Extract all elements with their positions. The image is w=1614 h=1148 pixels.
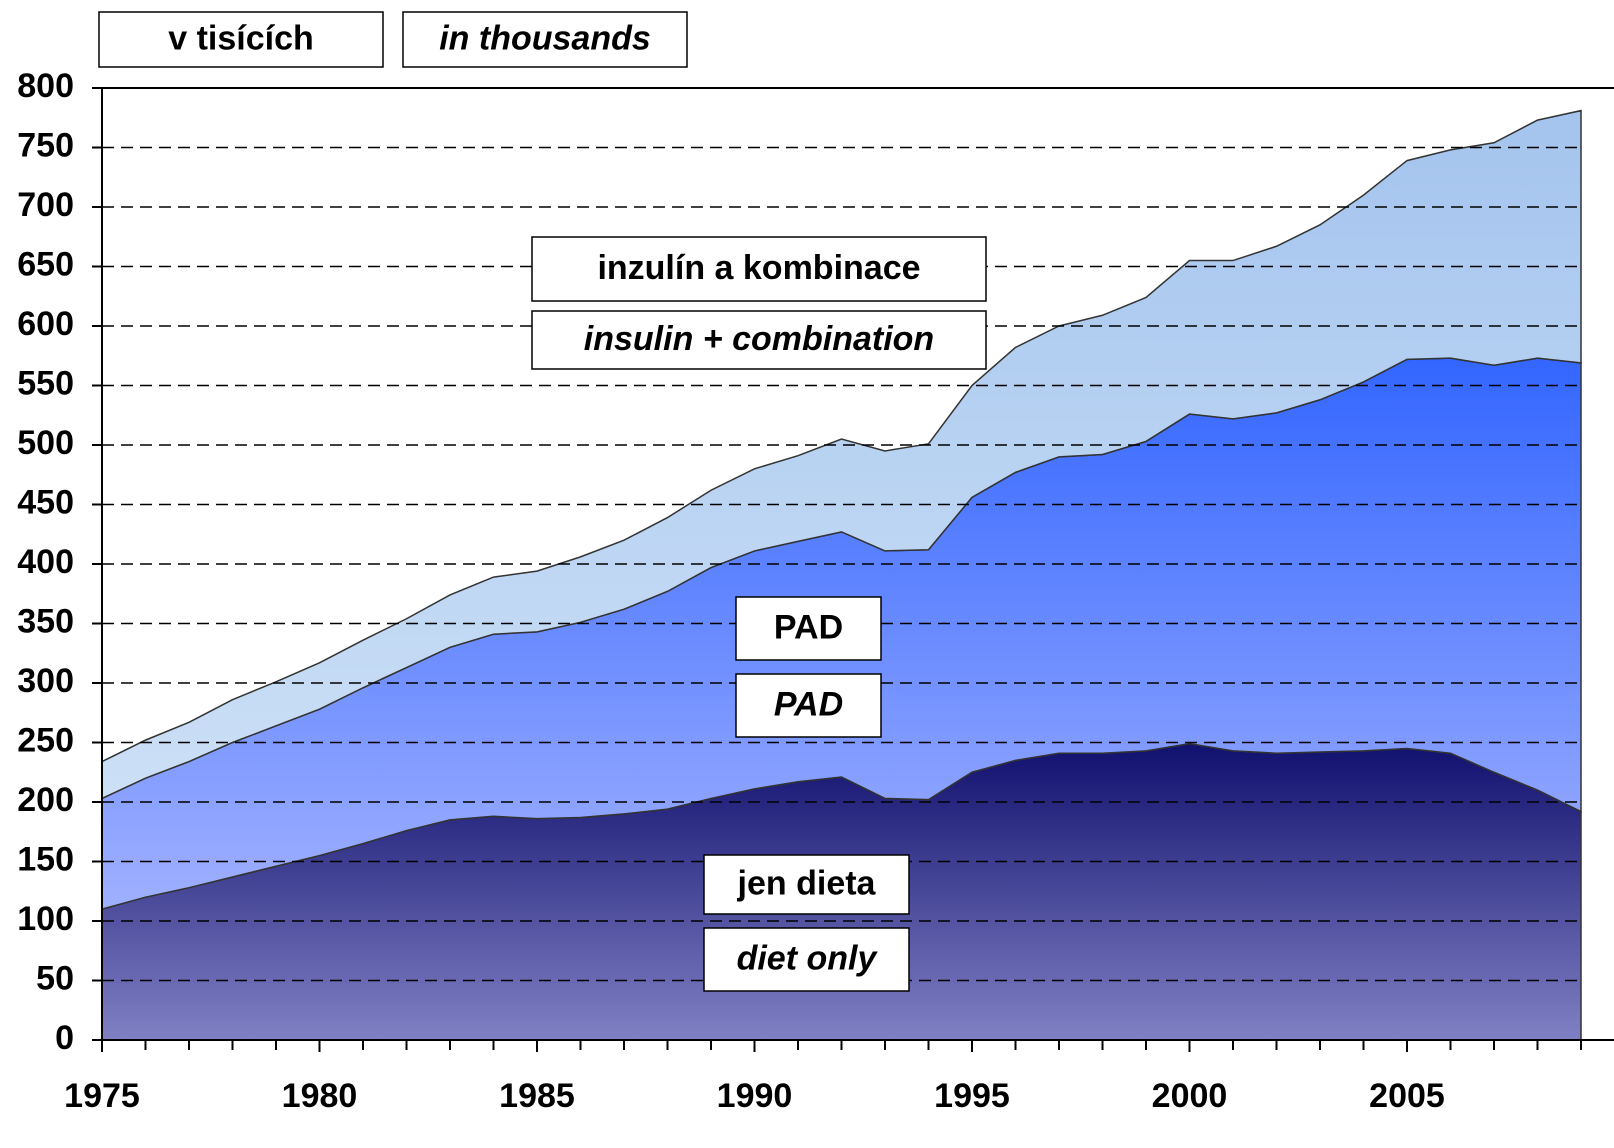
x-tick-label: 1975 — [64, 1077, 140, 1115]
series-label: inzulín a kombinace — [597, 249, 920, 287]
y-tick-label: 100 — [17, 900, 74, 938]
series-label: jen dieta — [737, 864, 877, 902]
y-tick-label: 0 — [55, 1019, 74, 1057]
x-tick-label: 2000 — [1152, 1077, 1228, 1115]
y-tick-label: 800 — [17, 67, 74, 105]
x-tick-label: 1995 — [934, 1077, 1010, 1115]
y-tick-label: 300 — [17, 662, 74, 700]
y-tick-label: 250 — [17, 721, 74, 759]
unit-label: v tisících — [168, 19, 314, 57]
area — [101, 109, 1582, 800]
y-tick-label: 150 — [17, 840, 74, 878]
y-tick-label: 650 — [17, 245, 74, 283]
series-label: diet only — [737, 939, 879, 977]
series-label-box — [735, 673, 882, 738]
y-tick-label: 400 — [17, 543, 74, 581]
x-tick-label: 1980 — [282, 1077, 358, 1115]
x-tick-label: 1990 — [717, 1077, 793, 1115]
y-tick-label: 700 — [17, 186, 74, 224]
series-label-box — [703, 927, 910, 992]
series-label-box — [703, 854, 910, 915]
series-label-box — [735, 596, 882, 661]
unit-label: in thousands — [439, 19, 651, 57]
series-label: insulin + combination — [584, 320, 934, 358]
unit-label-box — [98, 11, 384, 68]
unit-label-box — [402, 11, 688, 68]
series-label-box — [531, 236, 987, 302]
series-label: PAD — [774, 608, 843, 646]
y-tick-label: 50 — [36, 959, 74, 997]
y-tick-label: 350 — [17, 602, 74, 640]
series-label: PAD — [774, 685, 843, 723]
x-tick-label: 1985 — [499, 1077, 575, 1115]
y-tick-label: 450 — [17, 483, 74, 521]
y-tick-label: 750 — [17, 126, 74, 164]
y-tick-label: 500 — [17, 424, 74, 462]
series-label-box — [531, 310, 987, 370]
y-tick-label: 550 — [17, 364, 74, 402]
y-tick-label: 600 — [17, 305, 74, 343]
x-tick-label: 2005 — [1369, 1077, 1445, 1115]
y-tick-label: 200 — [17, 781, 74, 819]
